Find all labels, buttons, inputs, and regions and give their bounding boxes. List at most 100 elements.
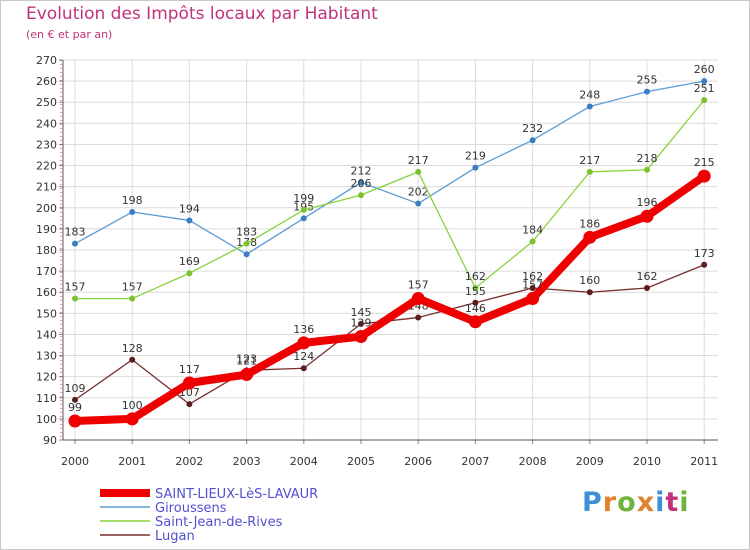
data-label: 206 bbox=[351, 177, 372, 190]
series-0: 99 100 117 121 136 139 157 146 157 186 196 215 bbox=[68, 156, 715, 428]
data-label: 157 bbox=[122, 281, 143, 294]
series-2: 157 157 169 183 199 206 217 162 184 217 218 251 bbox=[65, 82, 715, 302]
data-point bbox=[415, 314, 422, 321]
y-tick-label: 240 bbox=[36, 117, 57, 130]
x-tick-label: 2005 bbox=[347, 455, 375, 468]
data-label: 109 bbox=[65, 382, 86, 395]
data-label: 202 bbox=[408, 186, 429, 199]
data-label: 198 bbox=[122, 194, 143, 207]
y-tick-label: 110 bbox=[36, 392, 57, 405]
data-label: 145 bbox=[351, 306, 372, 319]
series-line bbox=[74, 80, 705, 255]
data-point bbox=[415, 200, 422, 207]
data-point bbox=[72, 396, 78, 403]
x-tick-label: 2010 bbox=[633, 455, 661, 468]
data-point bbox=[472, 299, 479, 306]
data-label: 162 bbox=[637, 270, 658, 283]
data-label: 217 bbox=[579, 154, 600, 167]
data-point bbox=[583, 230, 597, 244]
proxiti-logo: Proxiti bbox=[582, 487, 690, 518]
data-label: 248 bbox=[579, 88, 600, 101]
data-label: 215 bbox=[694, 156, 715, 169]
data-label: 232 bbox=[522, 122, 543, 135]
data-label: 194 bbox=[179, 202, 200, 215]
data-point bbox=[644, 166, 650, 173]
y-tick-label: 260 bbox=[36, 75, 57, 88]
data-label: 117 bbox=[179, 363, 200, 376]
data-point bbox=[415, 168, 422, 175]
x-tick-label: 2011 bbox=[690, 455, 718, 468]
series-line bbox=[74, 172, 707, 425]
data-point bbox=[529, 137, 536, 144]
x-tick-label: 2002 bbox=[175, 455, 203, 468]
logo-letter: i bbox=[679, 487, 690, 518]
logo-letter: x bbox=[636, 487, 656, 518]
logo-letter: P bbox=[582, 487, 603, 518]
data-point bbox=[72, 240, 78, 247]
y-tick-label: 170 bbox=[36, 265, 57, 278]
data-point bbox=[472, 285, 479, 291]
data-label: 169 bbox=[179, 255, 200, 268]
data-point bbox=[701, 261, 708, 268]
y-tick-label: 270 bbox=[36, 54, 57, 67]
logo-letter: i bbox=[655, 487, 666, 518]
data-label: 195 bbox=[293, 200, 314, 213]
data-label: 100 bbox=[122, 399, 143, 412]
y-tick-label: 190 bbox=[36, 223, 57, 236]
data-point bbox=[186, 270, 193, 277]
legend-label: Saint-Jean-de-Rives bbox=[155, 515, 283, 530]
data-label: 212 bbox=[351, 164, 372, 177]
data-point bbox=[129, 356, 136, 363]
data-point bbox=[586, 168, 593, 175]
data-label: 186 bbox=[579, 217, 600, 230]
legend-item-1: Giroussens bbox=[100, 501, 227, 516]
y-tick-label: 180 bbox=[36, 244, 57, 257]
data-label: 162 bbox=[522, 270, 543, 283]
data-point bbox=[129, 295, 136, 302]
data-label: 199 bbox=[293, 192, 314, 205]
data-point bbox=[125, 412, 139, 426]
x-tick-label: 2000 bbox=[61, 455, 89, 468]
data-label: 251 bbox=[694, 82, 715, 95]
data-label: 146 bbox=[465, 302, 486, 315]
legend-label: Lugan bbox=[155, 529, 195, 544]
x-tick-label: 2003 bbox=[233, 455, 261, 468]
data-point bbox=[472, 164, 479, 171]
y-tick-label: 220 bbox=[36, 160, 57, 173]
data-label: 255 bbox=[637, 74, 658, 87]
legend-item-0: SAINT-LIEUX-LèS-LAVAUR bbox=[100, 487, 318, 502]
data-point bbox=[129, 209, 136, 215]
data-point bbox=[243, 240, 250, 247]
data-point bbox=[358, 179, 364, 186]
data-label: 157 bbox=[408, 279, 429, 292]
data-label: 183 bbox=[236, 226, 257, 239]
y-tick-label: 250 bbox=[36, 96, 57, 109]
data-point bbox=[72, 295, 78, 302]
data-point bbox=[300, 206, 307, 213]
x-tick-label: 2008 bbox=[519, 455, 547, 468]
y-tick-label: 90 bbox=[43, 434, 57, 447]
data-point bbox=[300, 215, 307, 222]
data-point bbox=[701, 97, 708, 104]
logo-letter: r bbox=[602, 487, 618, 518]
x-tick-label: 2007 bbox=[461, 455, 489, 468]
data-label: 99 bbox=[68, 401, 82, 414]
data-point bbox=[182, 376, 196, 390]
chart-subtitle: (en € et par an) bbox=[26, 28, 113, 41]
data-label: 162 bbox=[465, 270, 486, 283]
legend-item-2: Saint-Jean-de-Rives bbox=[100, 515, 283, 530]
data-label: 124 bbox=[293, 350, 314, 363]
y-tick-label: 100 bbox=[36, 413, 57, 426]
data-point bbox=[644, 285, 650, 291]
data-point bbox=[644, 88, 650, 95]
y-tick-label: 140 bbox=[36, 328, 57, 341]
legend-item-3: Lugan bbox=[100, 529, 195, 544]
data-point bbox=[529, 238, 536, 245]
legend-label: Giroussens bbox=[155, 501, 227, 516]
y-tick-label: 120 bbox=[36, 371, 57, 384]
data-point bbox=[186, 401, 193, 408]
data-point bbox=[701, 78, 708, 85]
data-point bbox=[529, 285, 536, 291]
data-point bbox=[697, 169, 711, 183]
